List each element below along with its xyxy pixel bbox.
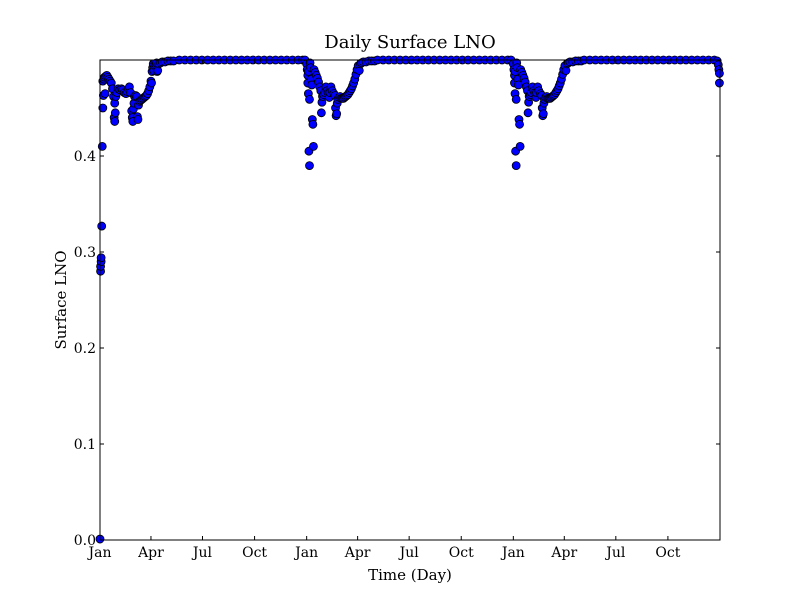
data-point bbox=[97, 141, 107, 151]
x-tick-label: Jan bbox=[87, 545, 112, 561]
x-tick-label: Jul bbox=[398, 545, 420, 561]
x-tick-label: Jul bbox=[604, 545, 626, 561]
data-point bbox=[715, 69, 724, 78]
data-point bbox=[715, 78, 724, 88]
x-tick-label: Apr bbox=[137, 545, 164, 561]
data-point bbox=[100, 89, 110, 98]
chart-title: Daily Surface LNO bbox=[324, 32, 495, 53]
data-point bbox=[308, 119, 318, 129]
x-axis-label: Time (Day) bbox=[368, 566, 452, 584]
y-tick-label: 0.2 bbox=[74, 341, 96, 357]
plot-frame bbox=[99, 59, 721, 541]
x-tick-label: Oct bbox=[655, 545, 680, 561]
data-point bbox=[511, 94, 521, 104]
data-point bbox=[96, 253, 106, 263]
data-point bbox=[97, 221, 107, 231]
data-point bbox=[515, 119, 524, 129]
data-point bbox=[98, 103, 108, 113]
x-tick-label: Apr bbox=[344, 545, 371, 561]
y-tick-label: 0.1 bbox=[74, 437, 96, 453]
y-tick-label: 0.4 bbox=[74, 149, 96, 165]
data-point bbox=[515, 141, 525, 151]
data-point bbox=[133, 115, 143, 124]
data-point bbox=[110, 117, 120, 126]
data-point bbox=[523, 108, 533, 118]
x-tick-label: Oct bbox=[242, 545, 267, 561]
data-point bbox=[538, 109, 548, 119]
data-point bbox=[511, 161, 521, 171]
data-point bbox=[309, 141, 318, 151]
plot-points bbox=[95, 55, 724, 544]
data-point bbox=[110, 108, 120, 118]
x-tick-label: Jan bbox=[293, 545, 318, 561]
data-point bbox=[316, 108, 326, 118]
data-point bbox=[147, 78, 156, 88]
x-tick-label: Oct bbox=[449, 545, 474, 561]
data-point bbox=[305, 94, 314, 104]
x-tick-label: Jan bbox=[500, 545, 525, 561]
y-axis-label: Surface LNO bbox=[52, 250, 70, 349]
y-tick-label: 0.0 bbox=[74, 533, 96, 549]
x-tick-label: Apr bbox=[550, 545, 577, 561]
data-point bbox=[332, 109, 342, 119]
data-point bbox=[305, 161, 314, 171]
y-tick-label: 0.3 bbox=[74, 245, 96, 261]
axis-ticks: Jan Apr Jul Oct Jan Apr Jul Oct Jan Apr Jul Oct 0.0 0… bbox=[74, 60, 720, 561]
x-tick-label: Jul bbox=[191, 545, 213, 561]
